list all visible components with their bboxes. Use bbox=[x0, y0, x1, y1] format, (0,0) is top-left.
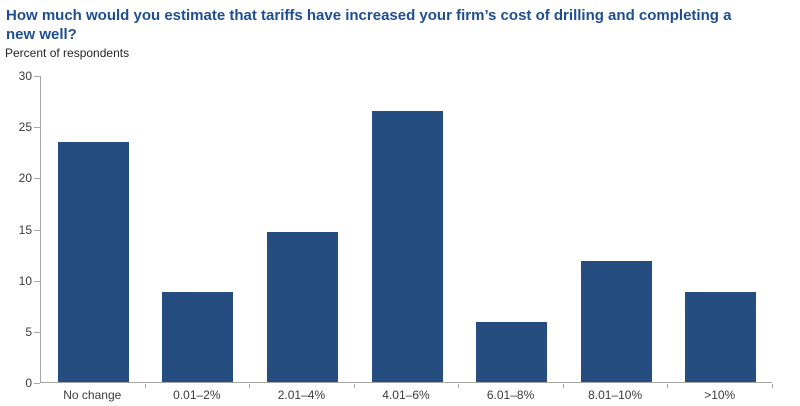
y-axis-tick bbox=[34, 76, 40, 77]
x-tick-label: 2.01–4% bbox=[277, 388, 326, 402]
x-tick-label: 4.01–6% bbox=[382, 388, 430, 402]
y-axis-tick bbox=[34, 331, 40, 333]
x-axis-tick bbox=[249, 384, 251, 388]
x-axis-tick bbox=[144, 384, 146, 388]
y-axis-tick bbox=[34, 127, 40, 129]
plot-area bbox=[40, 76, 772, 383]
x-axis-tick bbox=[667, 384, 669, 388]
bar bbox=[266, 231, 338, 382]
y-tick-label: 5 bbox=[25, 324, 32, 339]
x-tick-label: 0.01–2% bbox=[173, 388, 221, 402]
y-tick-label: 15 bbox=[18, 222, 32, 237]
x-tick-label: 8.01–10% bbox=[588, 388, 643, 402]
y-tick-label: 10 bbox=[18, 273, 32, 288]
bar bbox=[162, 291, 234, 382]
y-tick-label: 30 bbox=[18, 69, 32, 83]
x-axis-tick bbox=[562, 384, 564, 388]
bar bbox=[371, 110, 443, 382]
y-axis-tick bbox=[34, 280, 40, 282]
y-axis-units-label: Percent of respondents bbox=[5, 46, 130, 60]
x-tick-label: >10% bbox=[704, 388, 736, 402]
x-axis-tick bbox=[458, 384, 460, 388]
x-axis-tick bbox=[353, 384, 355, 388]
chart-title: How much would you estimate that tariffs… bbox=[6, 7, 732, 43]
y-axis-tick bbox=[34, 229, 40, 231]
y-tick-label: 25 bbox=[18, 120, 32, 135]
bar bbox=[580, 261, 652, 382]
x-axis-tick bbox=[772, 384, 773, 388]
bar bbox=[57, 141, 129, 382]
bar bbox=[685, 291, 757, 382]
x-tick-label: 6.01–8% bbox=[486, 388, 535, 402]
y-axis-tick bbox=[34, 178, 40, 180]
y-tick-label: 0 bbox=[25, 376, 32, 390]
y-tick-label: 20 bbox=[18, 171, 32, 186]
x-tick-label: No change bbox=[63, 388, 122, 402]
y-axis-tick bbox=[34, 383, 40, 384]
bar bbox=[476, 321, 548, 382]
